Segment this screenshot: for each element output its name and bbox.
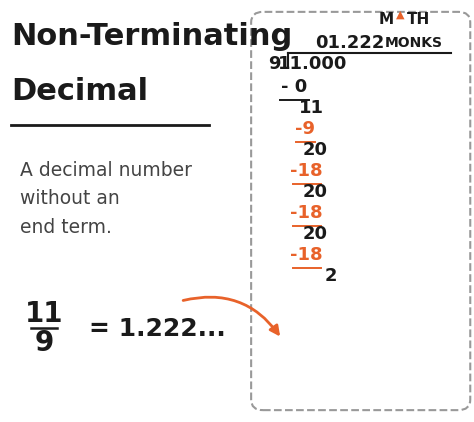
- Text: MONKS: MONKS: [384, 36, 443, 50]
- Text: 11: 11: [299, 99, 324, 117]
- Text: -18: -18: [291, 204, 323, 222]
- Text: 20: 20: [302, 183, 327, 201]
- Text: 20: 20: [302, 141, 327, 159]
- Text: 01.222: 01.222: [315, 34, 385, 52]
- Text: 11.000: 11.000: [278, 55, 347, 73]
- Text: -18: -18: [291, 162, 323, 180]
- Text: M: M: [378, 12, 393, 27]
- Text: 2: 2: [325, 267, 337, 285]
- Text: 11: 11: [25, 300, 63, 328]
- Text: = 1.222...: = 1.222...: [89, 317, 225, 341]
- Text: - 0: - 0: [282, 78, 308, 96]
- Text: A decimal number
without an
end term.: A decimal number without an end term.: [20, 161, 192, 237]
- Text: -9: -9: [295, 120, 315, 138]
- Text: Decimal: Decimal: [11, 77, 148, 106]
- Text: -18: -18: [291, 246, 323, 264]
- Text: 20: 20: [302, 225, 327, 243]
- Text: TH: TH: [407, 12, 430, 27]
- Text: ▲: ▲: [396, 10, 405, 20]
- Text: 9: 9: [268, 55, 281, 73]
- Text: 9: 9: [34, 329, 54, 357]
- Text: Non-Terminating: Non-Terminating: [11, 22, 292, 51]
